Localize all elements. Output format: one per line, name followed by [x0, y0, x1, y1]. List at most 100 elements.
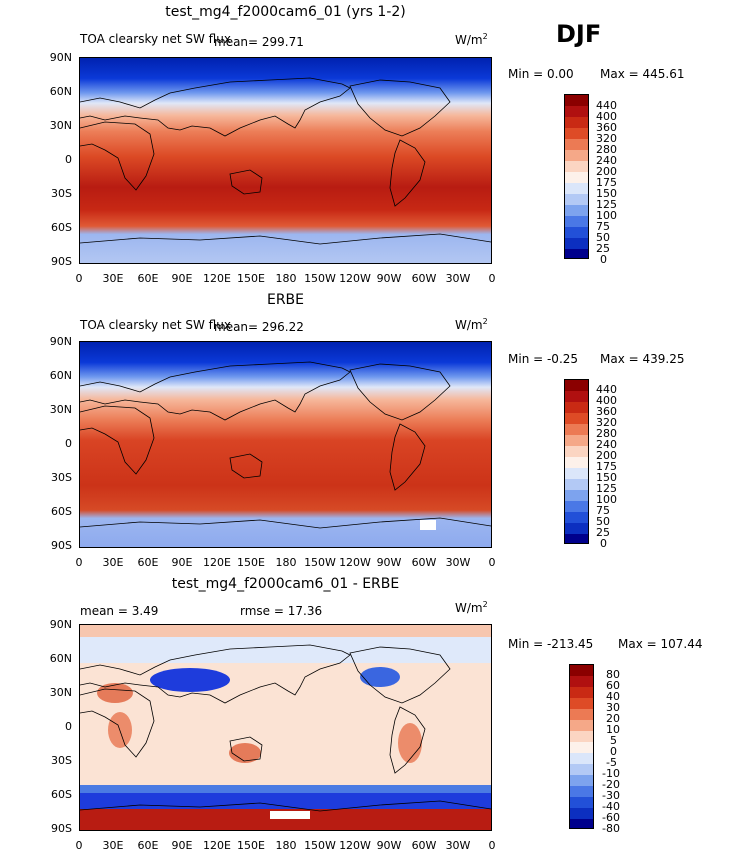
- panel1-mean: mean= 299.71: [214, 35, 304, 49]
- cbar-label: 240: [596, 154, 617, 167]
- x-tick: 30W: [445, 556, 471, 569]
- panel3-colorbar: [569, 664, 594, 829]
- x-tick: 90W: [376, 556, 402, 569]
- panel2-field: [80, 342, 491, 547]
- cbar-label: 280: [596, 143, 617, 156]
- cbar-label: 360: [596, 121, 617, 134]
- panel3-map: [79, 624, 492, 831]
- cbar-label: 50: [596, 515, 610, 528]
- x-tick: 0: [488, 839, 496, 852]
- y-tick: 90N: [49, 335, 72, 348]
- y-tick: 90N: [49, 51, 72, 64]
- y-tick: 90S: [51, 822, 72, 835]
- cbar-label: 75: [596, 504, 610, 517]
- y-tick: 0: [65, 437, 72, 450]
- y-tick: 90N: [49, 618, 72, 631]
- cbar-label: 60: [606, 679, 620, 692]
- cbar-label: 25: [596, 526, 610, 539]
- x-tick: 60E: [137, 839, 159, 852]
- x-tick: 120W: [339, 839, 371, 852]
- panel2-map-svg: [80, 342, 491, 547]
- cbar-label: 0: [610, 745, 617, 758]
- x-tick: 90E: [171, 556, 193, 569]
- cbar-label: 280: [596, 427, 617, 440]
- cbar-label: 240: [596, 438, 617, 451]
- x-tick: 60W: [411, 272, 437, 285]
- panel1-min: Min = 0.00: [508, 67, 574, 81]
- x-tick: 30W: [445, 839, 471, 852]
- panel2-coastlines: [80, 361, 491, 529]
- panel1-coastlines: [80, 77, 491, 245]
- y-tick: 30S: [51, 187, 72, 200]
- cbar-label: 5: [610, 734, 617, 747]
- panel3-coastlines: [80, 644, 491, 812]
- panel1-title: test_mg4_f2000cam6_01 (yrs 1-2): [165, 4, 406, 20]
- x-tick: 180: [275, 556, 297, 569]
- y-tick: 60S: [51, 221, 72, 234]
- y-tick: 30N: [49, 686, 72, 699]
- panel1-field: [80, 58, 491, 263]
- x-tick: 90W: [376, 272, 402, 285]
- panel2-max: Max = 439.25: [600, 352, 685, 366]
- x-tick: 0: [488, 556, 496, 569]
- x-tick: 30E: [102, 556, 124, 569]
- x-tick: 90E: [171, 839, 193, 852]
- x-tick: 150W: [304, 556, 336, 569]
- x-tick: 60W: [411, 839, 437, 852]
- y-tick: 90S: [51, 539, 72, 552]
- y-tick: 60N: [49, 369, 72, 382]
- panel2-title: ERBE: [266, 292, 305, 308]
- cbar-label: -60: [602, 811, 620, 824]
- cbar-label: -10: [602, 767, 620, 780]
- cbar-label: 150: [596, 471, 617, 484]
- x-tick: 30E: [102, 839, 124, 852]
- x-tick: 90E: [171, 272, 193, 285]
- x-tick: 150E: [237, 272, 265, 285]
- panel1-variable: TOA clearsky net SW flux: [80, 32, 231, 46]
- y-tick: 0: [65, 153, 72, 166]
- cbar-label: 0: [600, 253, 607, 266]
- cbar-label: 400: [596, 394, 617, 407]
- cbar-label: 30: [606, 701, 620, 714]
- panel2-missing-data: [420, 520, 436, 530]
- cbar-label: -5: [606, 756, 617, 769]
- panel2-colorbar: [564, 379, 589, 544]
- y-tick: 60S: [51, 788, 72, 801]
- panel1-map-svg: [80, 58, 491, 263]
- panel3-mean: mean = 3.49: [80, 604, 159, 618]
- x-tick: 120W: [339, 272, 371, 285]
- x-tick: 180: [275, 839, 297, 852]
- panel3-missing-data: [270, 811, 310, 819]
- x-tick: 120E: [203, 272, 231, 285]
- cbar-label: 100: [596, 209, 617, 222]
- season-label: DJF: [556, 20, 602, 48]
- x-tick: 90W: [376, 839, 402, 852]
- cbar-label: 320: [596, 132, 617, 145]
- x-tick: 30E: [102, 272, 124, 285]
- x-tick: 120W: [339, 556, 371, 569]
- x-tick: 60E: [137, 556, 159, 569]
- cbar-label: 10: [606, 723, 620, 736]
- cbar-label: -40: [602, 800, 620, 813]
- cbar-label: 40: [606, 690, 620, 703]
- y-tick: 60N: [49, 85, 72, 98]
- cbar-label: 440: [596, 383, 617, 396]
- panel2-map: [79, 341, 492, 548]
- cbar-label: 25: [596, 242, 610, 255]
- cbar-label: 440: [596, 99, 617, 112]
- y-tick: 60S: [51, 505, 72, 518]
- panel3-max: Max = 107.44: [618, 637, 703, 651]
- panel3-min: Min = -213.45: [508, 637, 594, 651]
- cbar-label: 175: [596, 460, 617, 473]
- x-tick: 120E: [203, 556, 231, 569]
- y-tick: 30S: [51, 754, 72, 767]
- panel3-units: W/m2: [455, 600, 488, 615]
- panel2-variable: TOA clearsky net SW flux: [80, 318, 231, 332]
- cbar-label: 360: [596, 405, 617, 418]
- x-tick: 0: [488, 272, 496, 285]
- panel2-mean: mean= 296.22: [214, 320, 304, 334]
- panel1-units: W/m2: [455, 32, 488, 47]
- cbar-label: 175: [596, 176, 617, 189]
- cbar-label: 200: [596, 449, 617, 462]
- panel1-colorbar: [564, 94, 589, 259]
